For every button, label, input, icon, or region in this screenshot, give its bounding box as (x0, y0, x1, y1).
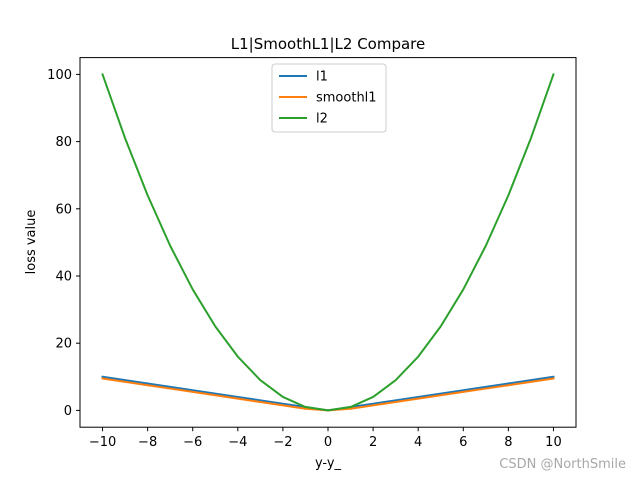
x-tick-label: 4 (414, 435, 422, 450)
x-tick-label: 8 (504, 435, 512, 450)
y-tick-label: 40 (55, 270, 72, 285)
chart-title: L1|SmoothL1|L2 Compare (231, 35, 426, 53)
legend: l1 smoothl1 l2 (271, 63, 387, 133)
legend-label-l2: l2 (316, 112, 328, 127)
y-tick-label: 60 (55, 202, 72, 217)
x-tick-label: 2 (369, 435, 377, 450)
watermark: CSDN @NorthSmile (499, 457, 626, 472)
y-axis-label: loss value (24, 210, 39, 275)
legend-label-l1: l1 (316, 70, 328, 85)
series-line-smoothl1 (101, 377, 555, 412)
x-tick-label: −8 (138, 435, 157, 450)
y-tick-label: 20 (55, 337, 72, 352)
x-tick-label: −6 (183, 435, 202, 450)
x-axis-label: y-y_ (315, 456, 342, 471)
x-tick-label: 10 (545, 435, 562, 450)
series-line-l1 (101, 375, 555, 412)
x-axis: −10 −8 −6 −4 −2 0 2 4 6 8 10 (89, 427, 562, 450)
x-tick-label: −10 (89, 435, 116, 450)
series-line-l2 (101, 73, 555, 412)
x-tick-label: −4 (228, 435, 247, 450)
y-tick-label: 0 (64, 404, 72, 419)
y-axis: 0 20 40 60 80 100 (47, 68, 80, 419)
x-tick-label: −2 (273, 435, 292, 450)
y-tick-label: 100 (47, 68, 72, 83)
plot-lines (101, 73, 555, 412)
y-tick-label: 80 (55, 135, 72, 150)
legend-label-smoothl1: smoothl1 (316, 91, 377, 106)
legend-box (271, 63, 387, 133)
x-tick-label: 0 (324, 435, 332, 450)
x-tick-label: 6 (459, 435, 467, 450)
